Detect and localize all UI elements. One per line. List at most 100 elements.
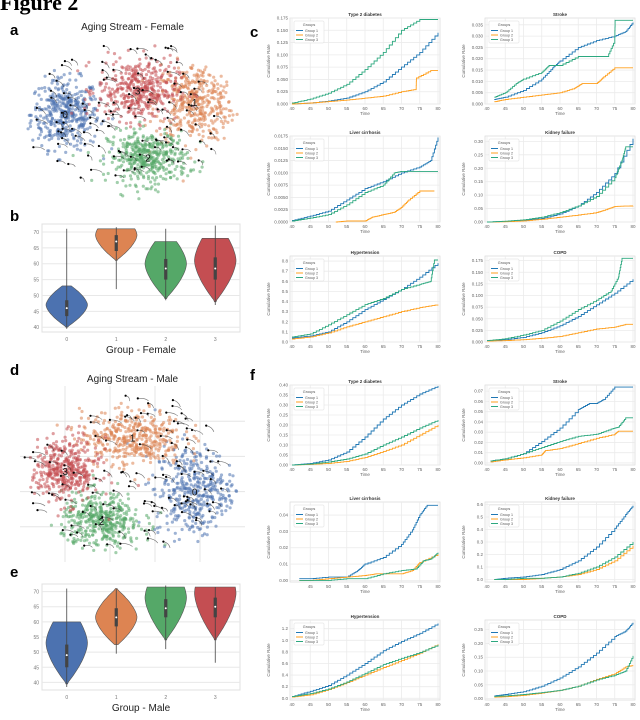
cell-point (182, 100, 187, 104)
cell-point (130, 429, 134, 433)
cell-point (174, 101, 178, 105)
y-tick-label: 0.0 (282, 696, 289, 701)
stream-arrowhead (101, 69, 104, 72)
cell-point (188, 510, 192, 514)
cell-point (38, 453, 43, 457)
x-tick-label: 75 (612, 106, 618, 111)
stream-line (90, 415, 103, 420)
cell-point (185, 482, 189, 486)
cell-point (207, 113, 211, 117)
cell-point (158, 63, 162, 67)
stream-line (33, 146, 45, 151)
cell-point (126, 48, 130, 53)
cell-point (115, 100, 119, 104)
stream-line (83, 131, 92, 137)
x-tick-label: 40 (484, 344, 490, 349)
cell-point (191, 519, 195, 523)
cell-point (62, 481, 66, 485)
cell-point (202, 500, 206, 504)
x-tick-label: 40 (289, 344, 295, 349)
x-tick-label: 55 (539, 467, 545, 472)
cell-point (48, 112, 52, 116)
cell-point (172, 123, 176, 127)
cell-point (37, 93, 41, 97)
cell-point (95, 543, 99, 547)
cell-point (186, 156, 190, 160)
legend-label: Group 1 (500, 267, 513, 271)
stream-arrowhead (164, 46, 167, 49)
stream-arrowhead (220, 487, 223, 490)
stream-arrowhead (57, 142, 60, 145)
cell-point (127, 168, 131, 172)
cell-point (121, 145, 125, 149)
cell-point (217, 498, 222, 502)
cell-point (228, 498, 232, 502)
cell-point (101, 490, 105, 494)
cell-point (156, 160, 161, 164)
cell-point (160, 143, 165, 147)
cell-point (36, 437, 40, 442)
cell-point (146, 516, 151, 520)
cell-point (87, 102, 91, 106)
stream-arrowhead (129, 480, 132, 483)
y-tick-label: 0.175 (472, 258, 484, 263)
stream-arrowhead (102, 503, 105, 506)
cell-point (85, 538, 89, 542)
cell-point (187, 487, 191, 491)
x-tick-label: 70 (399, 344, 405, 349)
cell-point (175, 164, 179, 169)
cell-point (224, 509, 228, 513)
legend-box (293, 504, 325, 528)
cell-point (91, 523, 95, 527)
cell-point (111, 517, 115, 521)
legend-label: Group 1 (305, 396, 318, 400)
cell-point (125, 82, 129, 86)
x-tick-label: 3 (214, 337, 217, 343)
stream-arrowhead (134, 416, 137, 419)
x-tick-label: 2 (164, 337, 167, 343)
y-tick-label: 0.15 (474, 655, 483, 660)
cell-point (65, 88, 69, 92)
cell-point (114, 89, 118, 93)
stream-arrowhead (127, 107, 130, 110)
cell-point (115, 544, 120, 548)
cell-point (151, 71, 155, 75)
series-line-group-1 (292, 386, 439, 466)
cell-point (118, 546, 122, 550)
cell-point (164, 439, 168, 443)
chart-title: Hypertension (351, 250, 380, 255)
stream-arrowhead (60, 111, 64, 114)
cell-point (172, 174, 176, 178)
cell-point (180, 482, 185, 486)
cell-point (166, 482, 170, 487)
cell-point (143, 118, 147, 122)
series-line-group-2 (487, 323, 633, 342)
stream-arrowhead (129, 155, 132, 158)
y-tick-label: 0.0175 (274, 134, 288, 139)
cell-point (221, 122, 225, 126)
cell-point (86, 448, 90, 452)
y-tick-label: 65 (33, 246, 39, 252)
panel-label-e: e (10, 564, 19, 581)
cell-point (131, 441, 135, 445)
series-line-group-3 (487, 257, 633, 342)
y-tick-label: 0.35 (279, 393, 288, 398)
cell-point (61, 490, 65, 494)
violin-median (65, 654, 68, 657)
cell-point (70, 133, 74, 137)
x-axis-label: Time (360, 589, 370, 594)
cell-point (38, 478, 42, 482)
cell-point (201, 483, 205, 487)
cell-point (126, 110, 130, 114)
cell-point (150, 146, 155, 150)
stream-arrowhead (50, 96, 53, 99)
cell-point (201, 87, 205, 91)
cell-point (222, 115, 226, 119)
cell-point (158, 81, 162, 85)
cell-point (109, 506, 113, 511)
stream-line (64, 60, 72, 66)
cell-point (147, 65, 151, 69)
cell-point (115, 439, 120, 443)
